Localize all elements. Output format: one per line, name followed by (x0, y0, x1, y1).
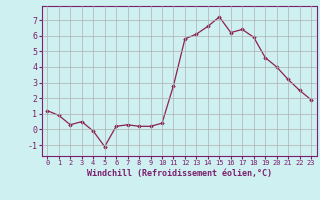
X-axis label: Windchill (Refroidissement éolien,°C): Windchill (Refroidissement éolien,°C) (87, 169, 272, 178)
